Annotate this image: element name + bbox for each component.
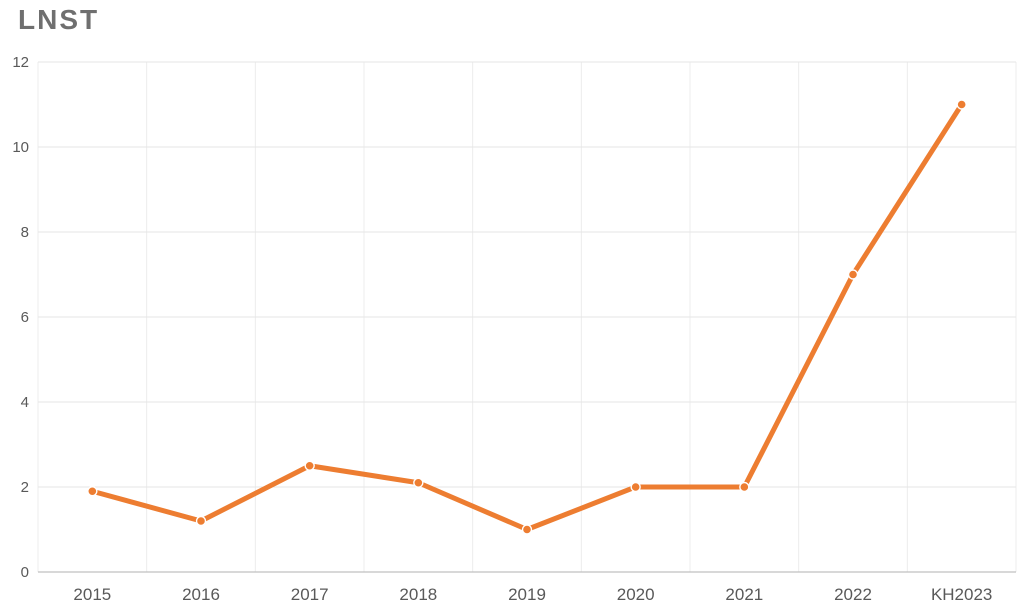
y-tick-label: 8	[21, 224, 29, 241]
data-point-marker	[413, 477, 424, 488]
y-tick-label: 12	[12, 54, 29, 71]
y-tick-label: 10	[12, 139, 29, 156]
chart-title: LNST	[18, 4, 100, 35]
data-point-marker	[195, 515, 207, 527]
data-point-marker	[87, 486, 98, 497]
data-point-marker	[739, 481, 750, 493]
x-tick-label: KH2023	[931, 585, 992, 604]
y-tick-label: 2	[21, 479, 29, 496]
x-tick-label: 2018	[399, 585, 437, 604]
data-point-marker	[956, 99, 967, 110]
x-tick-label: 2017	[291, 585, 329, 604]
y-tick-label: 4	[21, 394, 29, 411]
x-tick-label: 2021	[725, 585, 763, 604]
data-point-marker	[521, 524, 533, 535]
x-tick-label: 2015	[73, 585, 111, 604]
x-tick-label: 2019	[508, 585, 546, 604]
x-tick-label: 2020	[617, 585, 655, 604]
y-tick-label: 0	[21, 564, 29, 581]
data-point-marker	[847, 269, 859, 280]
x-tick-label: 2016	[182, 585, 220, 604]
data-point-marker	[304, 460, 315, 471]
x-tick-label: 2022	[834, 585, 872, 604]
y-tick-label: 6	[21, 309, 29, 326]
data-point-marker	[630, 481, 641, 493]
